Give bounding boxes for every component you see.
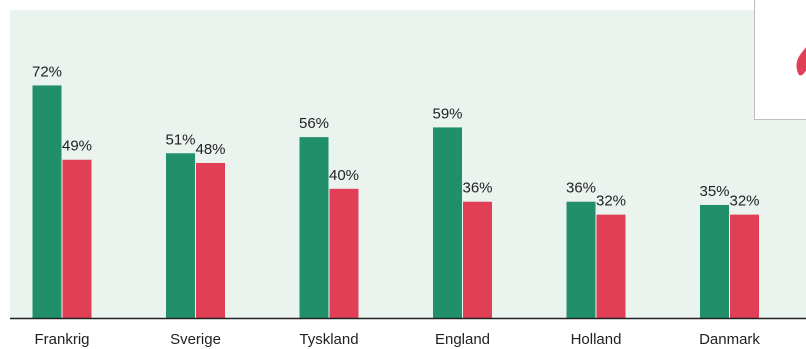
value-label-sverige-series-2: 48% xyxy=(195,141,225,158)
bar-sverige-series-1 xyxy=(166,153,195,318)
value-label-danmark-series-1: 35% xyxy=(699,183,729,200)
bars-layer xyxy=(32,85,759,319)
value-label-tyskland-series-1: 56% xyxy=(299,115,329,132)
bar-tyskland-series-2 xyxy=(329,188,359,318)
bar-danmark-series-1 xyxy=(700,204,729,318)
plot-background xyxy=(10,10,806,318)
x-tick-label-tyskland: Tyskland xyxy=(299,331,358,348)
x-tick-label-england: England xyxy=(435,331,490,348)
x-tick-labels-layer: Frankrig Sverige Tyskland England Holland Dan… xyxy=(34,331,760,348)
x-tick-label-sverige: Sverige xyxy=(170,331,221,348)
value-label-frankrig-series-1: 72% xyxy=(32,63,62,80)
value-label-sverige-series-1: 51% xyxy=(165,131,195,148)
value-label-england-series-1: 59% xyxy=(432,105,462,122)
value-label-tyskland-series-2: 40% xyxy=(329,167,359,184)
bar-holland-series-1 xyxy=(566,201,596,318)
map-shape-icon xyxy=(796,47,806,76)
value-label-danmark-series-2: 32% xyxy=(729,193,759,210)
bar-frankrig-series-1 xyxy=(32,85,62,318)
bar-england-series-2 xyxy=(463,201,492,318)
legend-box xyxy=(754,0,806,120)
x-tick-label-holland: Holland xyxy=(571,331,622,348)
bar-sverige-series-2 xyxy=(196,162,225,318)
bar-holland-series-2 xyxy=(596,214,626,318)
x-tick-label-frankrig: Frankrig xyxy=(34,331,89,348)
bar-tyskland-series-1 xyxy=(299,137,329,318)
bar-england-series-1 xyxy=(433,127,462,319)
x-tick-label-danmark: Danmark xyxy=(699,331,760,348)
value-label-holland-series-2: 32% xyxy=(596,193,626,210)
value-label-frankrig-series-2: 49% xyxy=(62,138,92,155)
value-label-england-series-2: 36% xyxy=(462,180,492,197)
value-label-holland-series-1: 36% xyxy=(566,180,596,197)
value-labels-layer: 72%49% 51%48%56%40%59%36% 36%32%35%32% xyxy=(32,63,760,209)
bar-frankrig-series-2 xyxy=(62,159,92,318)
bar-danmark-series-2 xyxy=(730,214,759,318)
